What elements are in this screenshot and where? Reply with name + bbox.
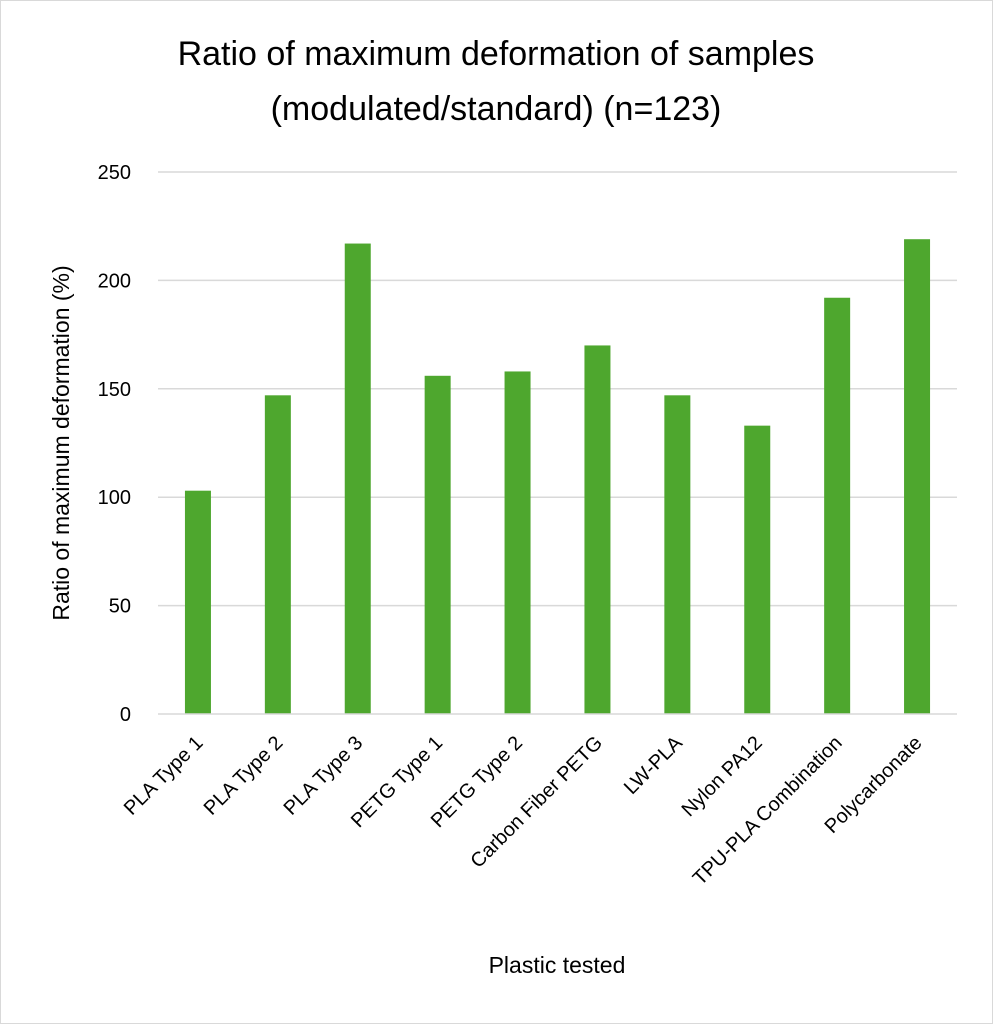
x-category-label: PLA Type 1 [120,732,208,820]
x-category-label: Carbon Fiber PETG [466,732,607,873]
bar [345,244,371,714]
bar [904,239,930,714]
x-category-label: LW-PLA [620,732,687,799]
bar-chart: Ratio of maximum deformation of samples … [0,0,993,1024]
y-tick-label: 200 [98,270,131,292]
x-axis-title: Plastic tested [489,952,626,978]
y-axis-tick-labels: 0 50 100 150 200 250 [98,162,131,726]
x-category-label: TPU-PLA Combination [689,732,847,890]
bar [425,376,451,714]
y-tick-label: 150 [98,379,131,401]
y-tick-label: 0 [120,704,131,726]
bar [824,298,850,714]
y-tick-label: 50 [109,596,131,618]
x-category-label: PLA Type 2 [200,732,288,820]
chart-title-line-1: Ratio of maximum deformation of samples [178,35,815,73]
x-category-label: Nylon PA12 [678,732,767,821]
bar [744,426,770,714]
bars [185,239,930,714]
bar [505,371,531,714]
y-tick-label: 250 [98,162,131,184]
bar [265,395,291,714]
bar [185,491,211,714]
bar [584,345,610,714]
chart-title-line-2: (modulated/standard) (n=123) [271,90,722,128]
bar [664,395,690,714]
y-tick-label: 100 [98,487,131,509]
y-axis-title: Ratio of maximum deformation (%) [48,265,74,620]
x-category-label: PLA Type 3 [280,732,368,820]
